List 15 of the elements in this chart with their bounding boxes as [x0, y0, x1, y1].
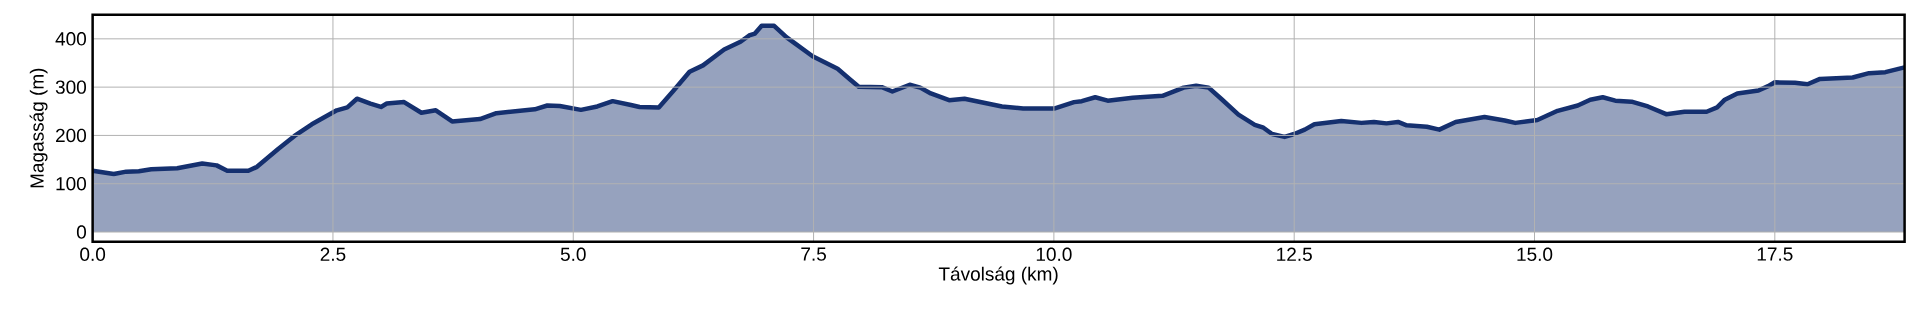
x-axis-title: Távolság (km): [938, 266, 1058, 285]
y-tick-label: 100: [56, 177, 87, 191]
y-tick-label: 200: [56, 128, 87, 143]
x-tick-label: 10.0: [1036, 247, 1072, 262]
x-tick-label: 7.5: [801, 247, 826, 261]
x-tick-label: 15.0: [1517, 247, 1553, 262]
x-tick-label: 0.0: [80, 247, 106, 262]
y-tick-label: 0: [76, 225, 87, 239]
y-tick-label: 400: [55, 32, 87, 46]
y-axis-title: Magasság (m): [29, 68, 48, 188]
x-tick-label: 12.5: [1277, 247, 1312, 262]
y-tick-label: 300: [55, 80, 87, 94]
x-tick-label: 17.5: [1757, 247, 1793, 261]
x-tick-label: 5.0: [560, 247, 586, 262]
x-tick-label: 2.5: [320, 247, 346, 262]
